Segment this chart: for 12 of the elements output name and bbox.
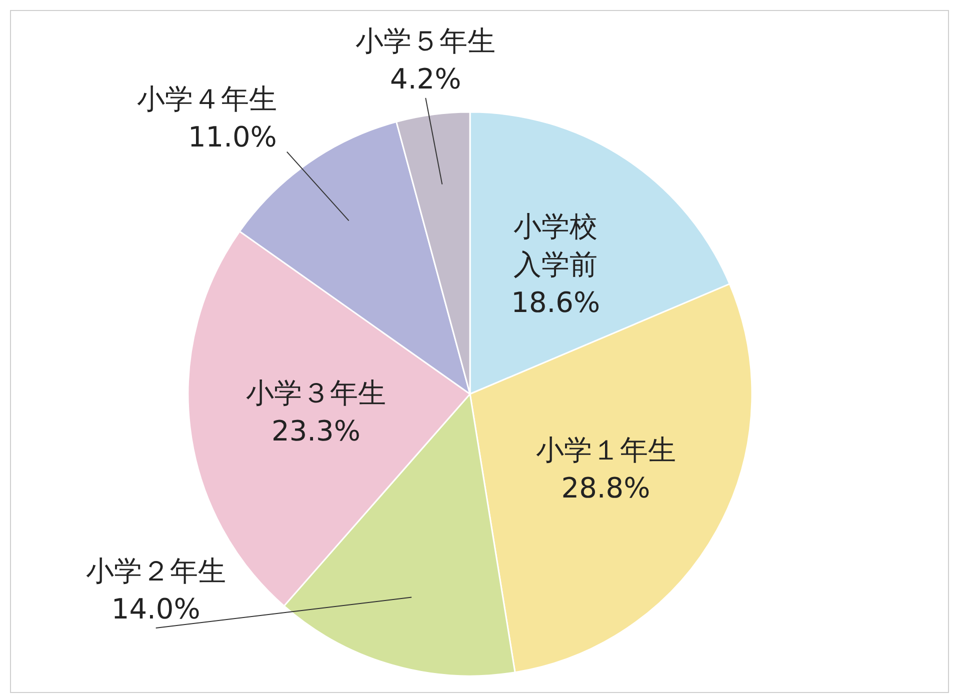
data-label: 4.2% — [390, 62, 462, 96]
slice-label: 小学３年生 — [246, 376, 386, 410]
data-label: 11.0% — [188, 120, 277, 154]
data-label: 28.8% — [561, 472, 650, 504]
slice-label: 小学１年生 — [536, 434, 676, 466]
slice-label: 小学５年生 — [356, 24, 496, 58]
slice-label: 小学４年生 — [136, 82, 277, 116]
data-label: 18.6% — [511, 286, 600, 320]
data-label: 14.0% — [111, 592, 200, 626]
slice-label: 小学２年生 — [86, 554, 226, 588]
slice-label: 小学校入学前 — [514, 210, 598, 282]
data-label: 23.3% — [272, 414, 360, 448]
